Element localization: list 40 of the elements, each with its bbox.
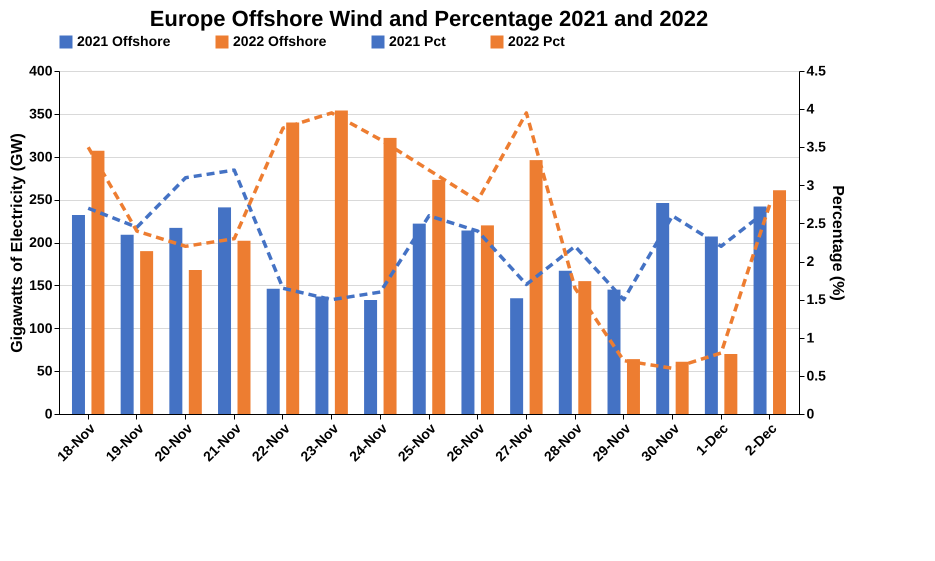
bar bbox=[188, 270, 202, 414]
y2-tick-label: 1 bbox=[806, 329, 814, 346]
bar bbox=[120, 234, 134, 414]
y2-tick-label: 3.5 bbox=[806, 138, 826, 155]
bar bbox=[140, 251, 154, 414]
y-axis-title: Gigawatts of Electricity (GW) bbox=[9, 133, 26, 353]
bar bbox=[238, 240, 250, 414]
y2-tick-label: 2.5 bbox=[806, 214, 826, 231]
legend-label: 2022 Offshore bbox=[233, 33, 327, 49]
y2-tick-label: 0.5 bbox=[806, 367, 826, 384]
bar bbox=[364, 300, 378, 414]
y-tick-label: 50 bbox=[36, 362, 53, 379]
y2-tick-label: 4.5 bbox=[806, 62, 826, 78]
y2-axis-title: Percentage (%) bbox=[828, 185, 846, 301]
y2-tick-label: 2 bbox=[806, 253, 814, 270]
legend-label: 2021 Offshore bbox=[77, 33, 171, 49]
bar bbox=[218, 207, 232, 414]
y-tick-label: 0 bbox=[44, 406, 53, 422]
y2-tick-label: 4 bbox=[806, 100, 814, 117]
bar bbox=[510, 298, 524, 414]
bar bbox=[72, 215, 85, 414]
chart-title: Europe Offshore Wind and Percentage 2021 and 2022 bbox=[150, 6, 708, 31]
y-tick-label: 200 bbox=[29, 234, 53, 250]
bar bbox=[558, 270, 572, 414]
y2-tick-label: 1.5 bbox=[806, 291, 826, 308]
y-tick-label: 100 bbox=[29, 320, 53, 336]
legend-label: 2022 Pct bbox=[508, 33, 566, 49]
y2-tick-label: 0 bbox=[806, 406, 814, 422]
y-tick-label: 400 bbox=[29, 62, 53, 78]
legend-label: 2021 Pct bbox=[389, 33, 446, 49]
y-tick-label: 300 bbox=[29, 148, 53, 164]
bar bbox=[773, 190, 786, 414]
y-tick-label: 250 bbox=[29, 191, 53, 208]
bar bbox=[480, 225, 494, 414]
bar bbox=[724, 354, 738, 414]
y-tick-label: 150 bbox=[29, 276, 53, 293]
y2-tick-label: 3 bbox=[806, 176, 814, 193]
bar bbox=[169, 228, 182, 414]
y-tick-label: 350 bbox=[29, 105, 53, 122]
bar bbox=[266, 288, 280, 414]
